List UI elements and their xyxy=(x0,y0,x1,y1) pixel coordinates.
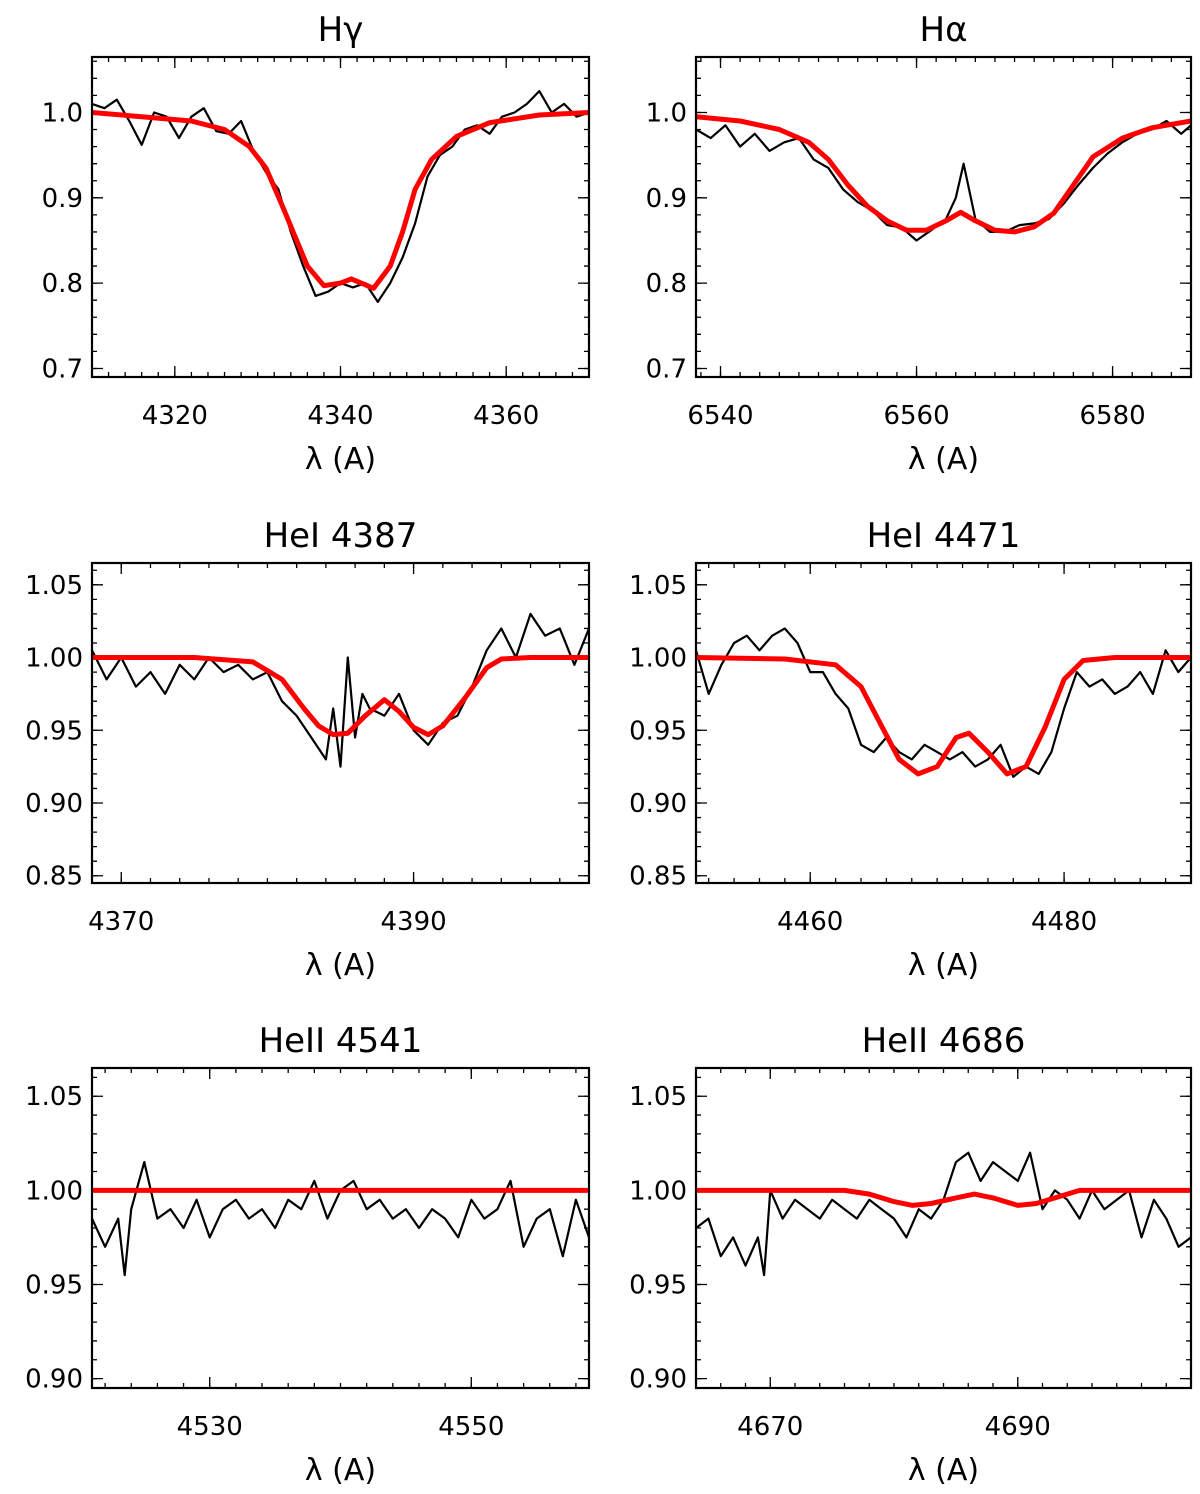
x-tick-label: 6560 xyxy=(883,401,949,431)
minor-ticks xyxy=(91,563,590,883)
model-spectrum-line xyxy=(92,655,589,738)
y-tick-label: 1.00 xyxy=(25,644,83,674)
panel-title: HeI 4387 xyxy=(264,516,418,556)
y-tick-label: 0.9 xyxy=(646,184,687,214)
plot-frame xyxy=(90,561,591,885)
y-tick-label: 0.85 xyxy=(629,862,687,892)
x-axis-label: λ (A) xyxy=(908,1453,979,1488)
plot-frame xyxy=(90,1066,591,1390)
plot-frame xyxy=(694,55,1193,379)
y-tick-label: 0.90 xyxy=(25,1365,83,1395)
x-tick-label: 6540 xyxy=(687,401,753,431)
x-tick-label: 4360 xyxy=(473,401,539,431)
y-tick-label: 0.7 xyxy=(646,354,687,384)
x-axis-label: λ (A) xyxy=(305,442,376,477)
x-axis-label: λ (A) xyxy=(908,948,979,983)
y-tick-label: 1.05 xyxy=(629,571,687,601)
panel-5: HeII 4541 4530 4550 0.90 0.95 1.00 1.05 λ (A) xyxy=(25,1021,591,1488)
x-tick-label: 4670 xyxy=(737,1412,803,1442)
panel-1: Hγ 4320 4340 4360 0.7 0.8 0.9 1.0 λ (A) xyxy=(42,10,591,477)
y-tick-label: 0.90 xyxy=(629,1365,687,1395)
observed-spectrum-line xyxy=(92,1161,589,1277)
panel-3: HeI 4387 4370 4390 0.85 0.90 0.95 1.00 1.05 λ (A… xyxy=(25,516,591,983)
y-tick-label: 0.7 xyxy=(42,354,83,384)
plot-frame xyxy=(694,561,1193,885)
panel-title: Hα xyxy=(920,10,968,50)
y-tick-label: 0.8 xyxy=(646,269,687,299)
plot-frame xyxy=(694,1066,1193,1390)
y-tick-label: 0.95 xyxy=(629,716,687,746)
y-tick-label: 1.05 xyxy=(629,1082,687,1112)
minor-ticks xyxy=(92,1068,589,1388)
y-tick-label: 0.8 xyxy=(42,269,83,299)
y-tick-label: 0.85 xyxy=(25,862,83,892)
y-tick-label: 0.90 xyxy=(629,789,687,819)
minor-ticks xyxy=(695,1068,1192,1388)
x-tick-label: 4530 xyxy=(177,1412,243,1442)
y-tick-label: 1.00 xyxy=(629,1176,687,1206)
x-tick-label: 4460 xyxy=(777,907,843,937)
x-tick-label: 4390 xyxy=(381,907,447,937)
y-tick-label: 1.00 xyxy=(25,1176,83,1206)
model-spectrum-line xyxy=(696,655,1191,777)
panel-title: Hγ xyxy=(318,10,364,50)
x-tick-label: 4550 xyxy=(438,1412,504,1442)
y-tick-label: 0.95 xyxy=(25,1270,83,1300)
y-tick-label: 1.0 xyxy=(646,98,687,128)
y-tick-label: 1.05 xyxy=(25,1082,83,1112)
y-tick-label: 1.05 xyxy=(25,571,83,601)
model-spectrum-line xyxy=(92,110,589,291)
panel-title: HeII 4686 xyxy=(862,1021,1026,1061)
observed-spectrum-line xyxy=(92,612,589,768)
x-tick-label: 4340 xyxy=(307,401,373,431)
panel-6: HeII 4686 4670 4690 0.90 0.95 1.00 1.05 λ (A) xyxy=(629,1021,1193,1488)
x-axis-label: λ (A) xyxy=(305,1453,376,1488)
minor-ticks xyxy=(696,563,1192,883)
model-spectrum-line xyxy=(696,1187,1191,1208)
observed-spectrum-line xyxy=(696,1151,1191,1277)
y-tick-label: 0.90 xyxy=(25,789,83,819)
plot-frame xyxy=(90,55,591,379)
x-tick-label: 4320 xyxy=(142,401,208,431)
panel-4: HeI 4471 4460 4480 0.85 0.90 0.95 1.00 1.05 λ (A… xyxy=(629,516,1193,983)
panel-title: HeI 4471 xyxy=(867,516,1021,556)
panel-title: HeII 4541 xyxy=(259,1021,423,1061)
x-tick-label: 4690 xyxy=(985,1412,1051,1442)
y-tick-label: 0.95 xyxy=(25,716,83,746)
y-tick-label: 0.9 xyxy=(42,184,83,214)
model-spectrum-line xyxy=(696,114,1191,235)
y-tick-label: 1.00 xyxy=(629,644,687,674)
x-axis-label: λ (A) xyxy=(305,948,376,983)
observed-spectrum-line xyxy=(92,90,589,303)
panel-2: Hα 6540 6560 6580 0.7 0.8 0.9 1.0 λ (A) xyxy=(646,10,1193,477)
y-tick-label: 0.95 xyxy=(629,1270,687,1300)
y-tick-label: 1.0 xyxy=(42,98,83,128)
x-tick-label: 4480 xyxy=(1031,907,1097,937)
minor-ticks xyxy=(91,57,590,377)
x-tick-label: 6580 xyxy=(1079,401,1145,431)
minor-ticks xyxy=(696,57,1192,377)
x-tick-label: 4370 xyxy=(88,907,154,937)
observed-spectrum-line xyxy=(696,119,1191,242)
x-axis-label: λ (A) xyxy=(908,442,979,477)
